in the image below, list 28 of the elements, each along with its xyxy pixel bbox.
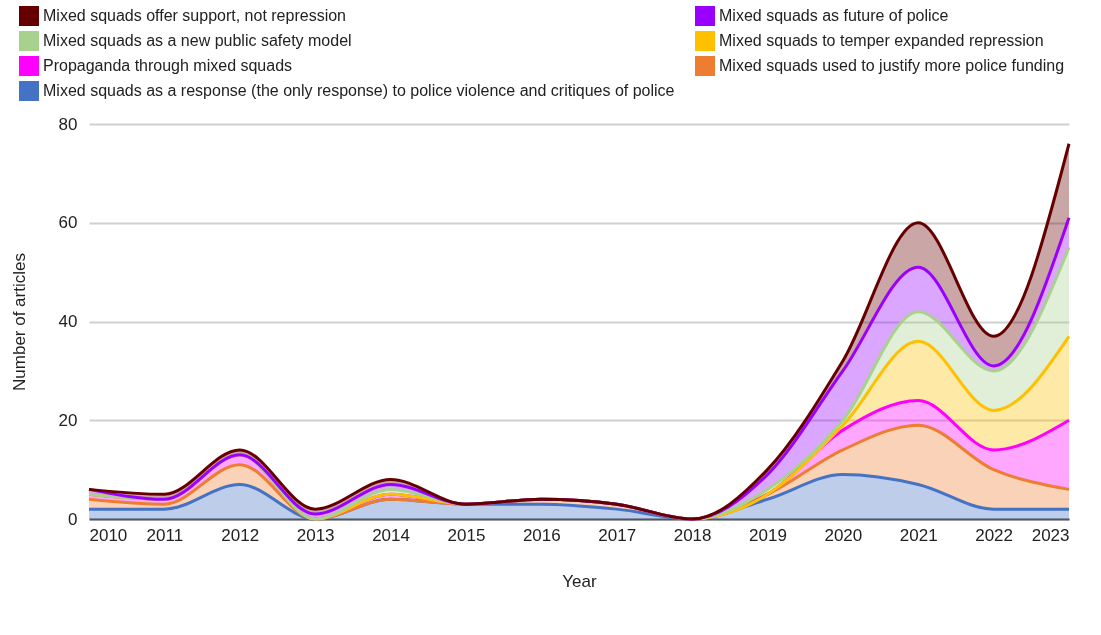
x-tick-label: 2022 [975,525,1014,545]
legend-label: Mixed squads offer support, not repression [43,7,346,24]
legend-label: Propaganda through mixed squads [43,57,293,74]
x-tick-label: 2014 [372,525,410,545]
legend-label: Mixed squads to temper expanded repression [719,32,1044,49]
y-axis-title: Number of articles [9,253,29,391]
x-tick-label: 2019 [749,525,787,545]
legend-label: Mixed squads used to justify more police funding [719,57,1065,74]
y-tick-label: 20 [58,410,78,430]
x-axis-title: Year [562,571,598,591]
y-tick-label: 0 [68,509,78,529]
x-tick-label: 2010 [89,525,128,545]
y-tick-label: 80 [58,114,78,134]
x-tick-label: 2013 [296,525,335,545]
x-tick-label: 2023 [1031,525,1070,545]
x-tick-label: 2015 [447,525,486,545]
legend-label: Mixed squads as future of police [719,7,949,24]
x-tick-label: 2016 [522,525,561,545]
x-tick-label: 2017 [598,525,637,545]
x-tick-label: 2021 [899,525,938,545]
legend-label: Mixed squads as a new public safety model [43,32,352,49]
x-tick-label: 2018 [673,525,712,545]
x-tick-label: 2020 [824,525,863,545]
y-tick-label: 60 [58,213,78,233]
y-tick-label: 40 [58,312,78,331]
legend-label: Mixed squads as a response (the only response) to police violence and critiques of police [43,82,675,99]
x-tick-label: 2012 [221,525,260,545]
x-tick-label: 2011 [146,525,184,545]
